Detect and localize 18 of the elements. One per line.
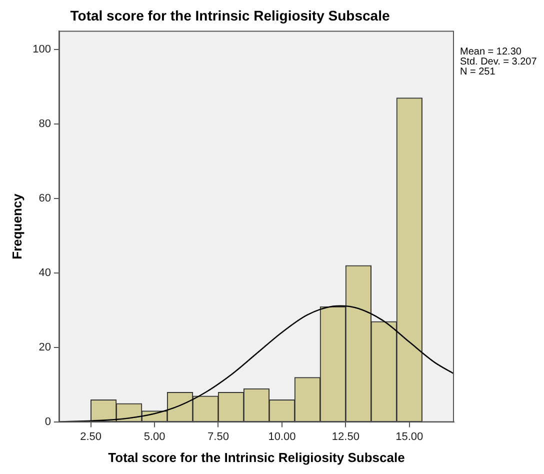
y-tick-label: 80 xyxy=(38,118,51,130)
text: Mean = 12.30 xyxy=(460,46,522,58)
x-tick-label: 2.50 xyxy=(80,430,102,443)
x-tick-label: 5.00 xyxy=(144,430,166,443)
y-tick-label: 100 xyxy=(32,43,51,56)
y-tick-label: 40 xyxy=(38,267,51,280)
y-tick-label: 60 xyxy=(38,192,51,205)
chart-title: Total score for the Intrinsic Religiosity Subscale xyxy=(70,7,390,24)
y-tick-label: 0 xyxy=(44,416,51,428)
x-tick-label: 15.00 xyxy=(396,430,424,443)
x-tick-label: 7.50 xyxy=(208,430,229,443)
text: Std. Dev. = 3.207 xyxy=(460,56,538,68)
y-tick-label: 20 xyxy=(38,342,51,354)
x-tick-label: 10.00 xyxy=(268,430,296,443)
x-tick-label: 12.50 xyxy=(332,430,360,443)
y-axis-title: Frequency xyxy=(9,192,24,260)
x-axis-title: Total score for the Intrinsic Religiosity Subscale xyxy=(108,450,405,465)
text: N = 251 xyxy=(460,66,496,78)
